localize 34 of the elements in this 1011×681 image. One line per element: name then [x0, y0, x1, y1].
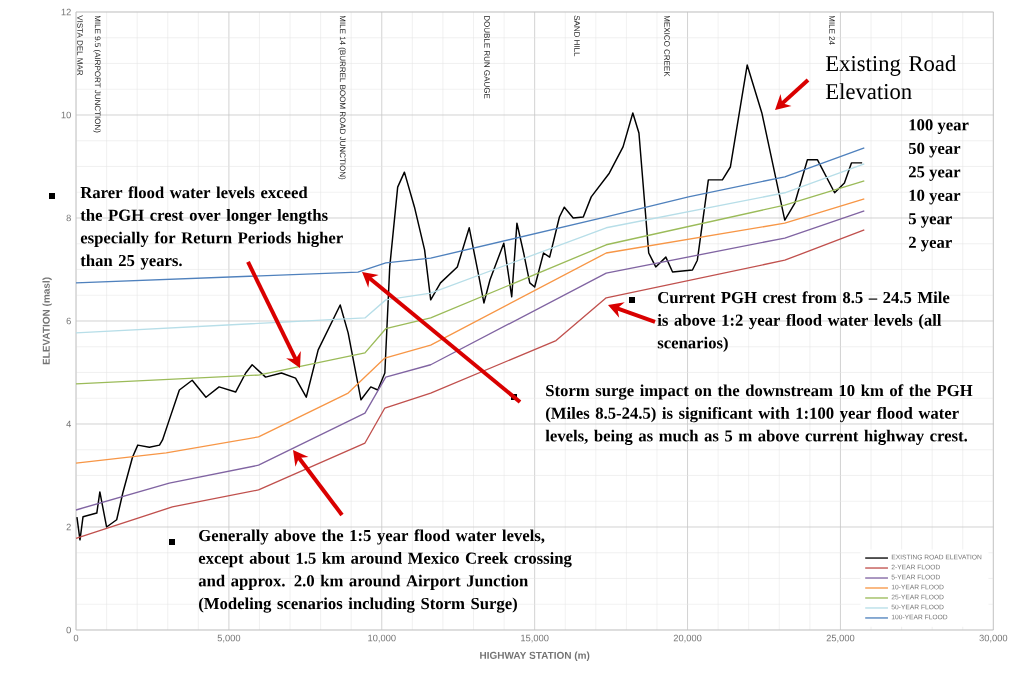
annotation: 50 year	[908, 142, 961, 158]
x-tick-label: 15,000	[521, 634, 549, 643]
x-tick-label: 0	[73, 634, 79, 642]
annotation: Generally above the 1:5 year flood water levels, except about 1.5 km around Mexico Creek crossing and approx. 2.0 km around Airport Junction (Modeling scenarios including Storm Surge)	[198, 529, 572, 613]
annotation: Rarer flood water levels exceed the PGH crest over longer lengths especially for Return Periods higher than 25 years.	[80, 186, 343, 270]
annotation: Current PGH crest from 8.5 – 24.5 Mile is above 1:2 year flood water levels (all scenarios)	[657, 291, 950, 352]
annotation: MEXICO CREEK	[664, 15, 670, 77]
y-tick-label: 0	[66, 626, 71, 634]
y-tick-label: 4	[66, 420, 72, 428]
annotation: 25 year	[908, 166, 961, 181]
x-tick-label: 30,000	[979, 634, 1008, 643]
y-tick-label: 10	[61, 111, 71, 119]
y-axis-title: ELEVATION (masl)	[42, 277, 52, 365]
annotation: MILE 14 (BURREL BOOM ROAD JUNCTION)	[338, 15, 346, 180]
y-tick-label: 2	[66, 523, 71, 531]
annotation: Storm surge impact on the downstream 10 km of the PGH (Miles 8.5-24.5) is significant with 1:100 year flood water levels, being as much as 5 m above current highway crest.	[545, 384, 973, 445]
annotation: DOUBLE RUN GAUGE	[484, 15, 490, 99]
annotation: VISTA DEL MAR	[77, 15, 83, 76]
annotation: SAND HILL	[574, 15, 580, 57]
y-tick-label: 8	[66, 214, 71, 222]
x-tick-label: 10,000	[368, 634, 396, 643]
x-tick-label: 25,000	[826, 634, 855, 643]
x-tick-label: 20,000	[673, 634, 702, 643]
annotation: MILE 24	[829, 15, 835, 45]
annotation: Existing Road Elevation	[825, 55, 956, 100]
y-tick-label: 12	[61, 8, 71, 16]
y-tick-label: 6	[66, 317, 71, 325]
annotation: MILE 9.5 (AIRPORT JUNCTION)	[93, 15, 101, 133]
x-axis-title: HIGHWAY STATION (m)	[480, 651, 590, 661]
annotation: 5 year	[908, 213, 952, 228]
annotation: 100 year	[909, 119, 969, 134]
x-tick-label: 5,000	[217, 634, 241, 643]
annotation: 10 year	[909, 189, 961, 205]
annotation: 2 year	[908, 236, 952, 252]
